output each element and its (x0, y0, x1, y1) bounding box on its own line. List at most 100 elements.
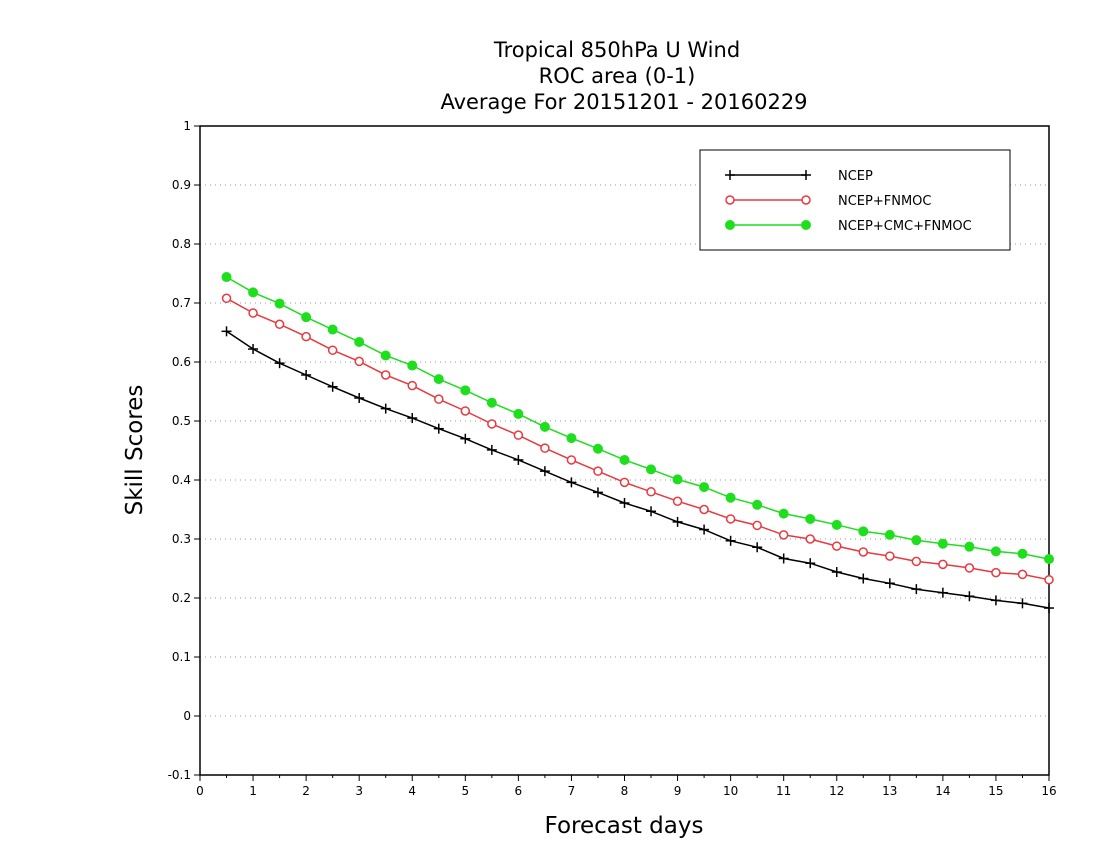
data-point-ncep-cmc-fnmoc (672, 474, 683, 485)
data-point-ncep-cmc-fnmoc (884, 529, 895, 540)
data-point-ncep-cmc-fnmoc (274, 298, 285, 309)
legend-label: NCEP+FNMOC (838, 194, 931, 209)
legend-marker (725, 220, 735, 230)
data-point-ncep-fnmoc (487, 419, 497, 429)
chart-title-line-3: Average For 20151201 - 20160229 (440, 90, 807, 114)
data-point-ncep (884, 578, 895, 589)
data-point-ncep (327, 381, 338, 392)
series-ncep-fnmoc (221, 293, 1054, 585)
series-line-ncep-cmc-fnmoc (226, 276, 1050, 560)
axes: -0.100.10.20.30.40.50.60.70.80.910 1 2 3 4 5 6… (168, 119, 1057, 798)
data-point-ncep-cmc-fnmoc (990, 546, 1001, 557)
data-point-ncep-cmc-fnmoc (831, 519, 842, 530)
data-point-ncep-fnmoc (248, 308, 258, 318)
data-point-ncep-cmc-fnmoc (301, 312, 312, 323)
data-point-ncep-fnmoc (460, 406, 471, 416)
x-tick-label: 15 (988, 784, 1003, 798)
data-point-ncep-fnmoc (699, 504, 709, 515)
data-point-ncep (805, 558, 816, 569)
legend-entry-ncep-cmc-fnmoc: NCEP+CMC+FNMOC (725, 219, 972, 234)
data-point-ncep-cmc-fnmoc (752, 499, 763, 510)
data-point-ncep-cmc-fnmoc (407, 360, 418, 371)
data-point-ncep (778, 553, 789, 564)
data-point-ncep-fnmoc (752, 520, 762, 531)
data-point-ncep (460, 433, 471, 444)
legend-label: NCEP (838, 169, 873, 184)
series-ncep (221, 326, 1054, 614)
data-point-ncep-fnmoc (434, 394, 444, 404)
legend-marker (725, 170, 735, 180)
y-tick-label: 0 (183, 709, 191, 723)
data-point-ncep-fnmoc (619, 477, 630, 488)
data-point-ncep-cmc-fnmoc (964, 541, 975, 552)
data-point-ncep-cmc-fnmoc (486, 397, 497, 408)
data-point-ncep (433, 423, 444, 434)
data-point-ncep-fnmoc (301, 331, 311, 342)
data-point-ncep-fnmoc (672, 496, 683, 506)
data-point-ncep-fnmoc (1044, 574, 1054, 585)
data-point-ncep-cmc-fnmoc (778, 508, 789, 519)
data-point-ncep-cmc-fnmoc (354, 336, 365, 347)
data-point-ncep-cmc-fnmoc (937, 538, 948, 549)
data-point-ncep (274, 358, 285, 369)
series-ncep-cmc-fnmoc (221, 272, 1054, 565)
data-point-ncep (380, 403, 391, 414)
data-point-ncep-cmc-fnmoc (327, 324, 338, 335)
chart-title-line-2: ROC area (0-1) (539, 64, 696, 88)
data-point-ncep-fnmoc (274, 319, 285, 329)
legend-entry-ncep: NCEP (725, 169, 873, 184)
data-series (221, 272, 1054, 614)
y-tick-label: 0.1 (172, 650, 191, 664)
data-point-ncep-fnmoc (221, 293, 232, 304)
y-tick-label: 1 (183, 119, 191, 133)
legend-marker (801, 220, 811, 230)
data-point-ncep-cmc-fnmoc (805, 513, 816, 524)
x-tick-label: 6 (515, 784, 523, 798)
data-point-ncep-fnmoc (513, 430, 524, 440)
x-tick-label: 7 (568, 784, 576, 798)
data-point-ncep (725, 535, 736, 546)
data-point-ncep-cmc-fnmoc (725, 492, 736, 503)
legend-label: NCEP+CMC+FNMOC (838, 219, 972, 234)
data-point-ncep (964, 591, 975, 602)
data-point-ncep-fnmoc (354, 356, 364, 367)
data-point-ncep (699, 524, 710, 535)
data-point-ncep (858, 573, 869, 584)
data-point-ncep-cmc-fnmoc (911, 535, 922, 546)
gridlines (200, 184, 1049, 717)
data-point-ncep-fnmoc (593, 466, 603, 476)
data-point-ncep-cmc-fnmoc (1044, 554, 1054, 565)
chart-title-line-1: Tropical 850hPa U Wind (493, 38, 740, 62)
x-tick-label: 12 (829, 784, 844, 798)
data-point-ncep-cmc-fnmoc (248, 287, 259, 298)
data-point-ncep-cmc-fnmoc (380, 350, 391, 361)
x-tick-label: 11 (776, 784, 791, 798)
data-point-ncep (752, 542, 763, 553)
x-tick-label: 16 (1041, 784, 1056, 798)
data-point-ncep (937, 587, 948, 598)
chart-title: Tropical 850hPa U Wind ROC area (0-1) Av… (440, 38, 807, 114)
data-point-ncep (1017, 598, 1028, 609)
data-point-ncep (539, 466, 550, 477)
series-line-ncep (226, 330, 1050, 609)
x-tick-label: 13 (882, 784, 897, 798)
data-point-ncep (1044, 603, 1054, 614)
data-point-ncep (301, 369, 312, 380)
data-point-ncep-fnmoc (885, 551, 895, 561)
x-tick-label: 2 (302, 784, 310, 798)
y-tick-label: 0.8 (172, 237, 191, 251)
data-point-ncep-fnmoc (540, 443, 550, 453)
data-point-ncep-fnmoc (725, 514, 736, 524)
data-point-ncep-cmc-fnmoc (513, 408, 524, 419)
data-point-ncep-cmc-fnmoc (646, 464, 657, 475)
legend-entry-ncep-fnmoc: NCEP+FNMOC (725, 194, 931, 209)
y-tick-label: 0.4 (172, 473, 191, 487)
y-tick-label: 0.3 (172, 532, 191, 546)
data-point-ncep (592, 487, 603, 498)
data-point-ncep-fnmoc (407, 380, 417, 391)
data-point-ncep-cmc-fnmoc (592, 443, 603, 454)
data-point-ncep-fnmoc (858, 547, 869, 557)
data-point-ncep-fnmoc (380, 370, 391, 380)
data-point-ncep (672, 516, 683, 527)
data-point-ncep-fnmoc (566, 455, 577, 465)
